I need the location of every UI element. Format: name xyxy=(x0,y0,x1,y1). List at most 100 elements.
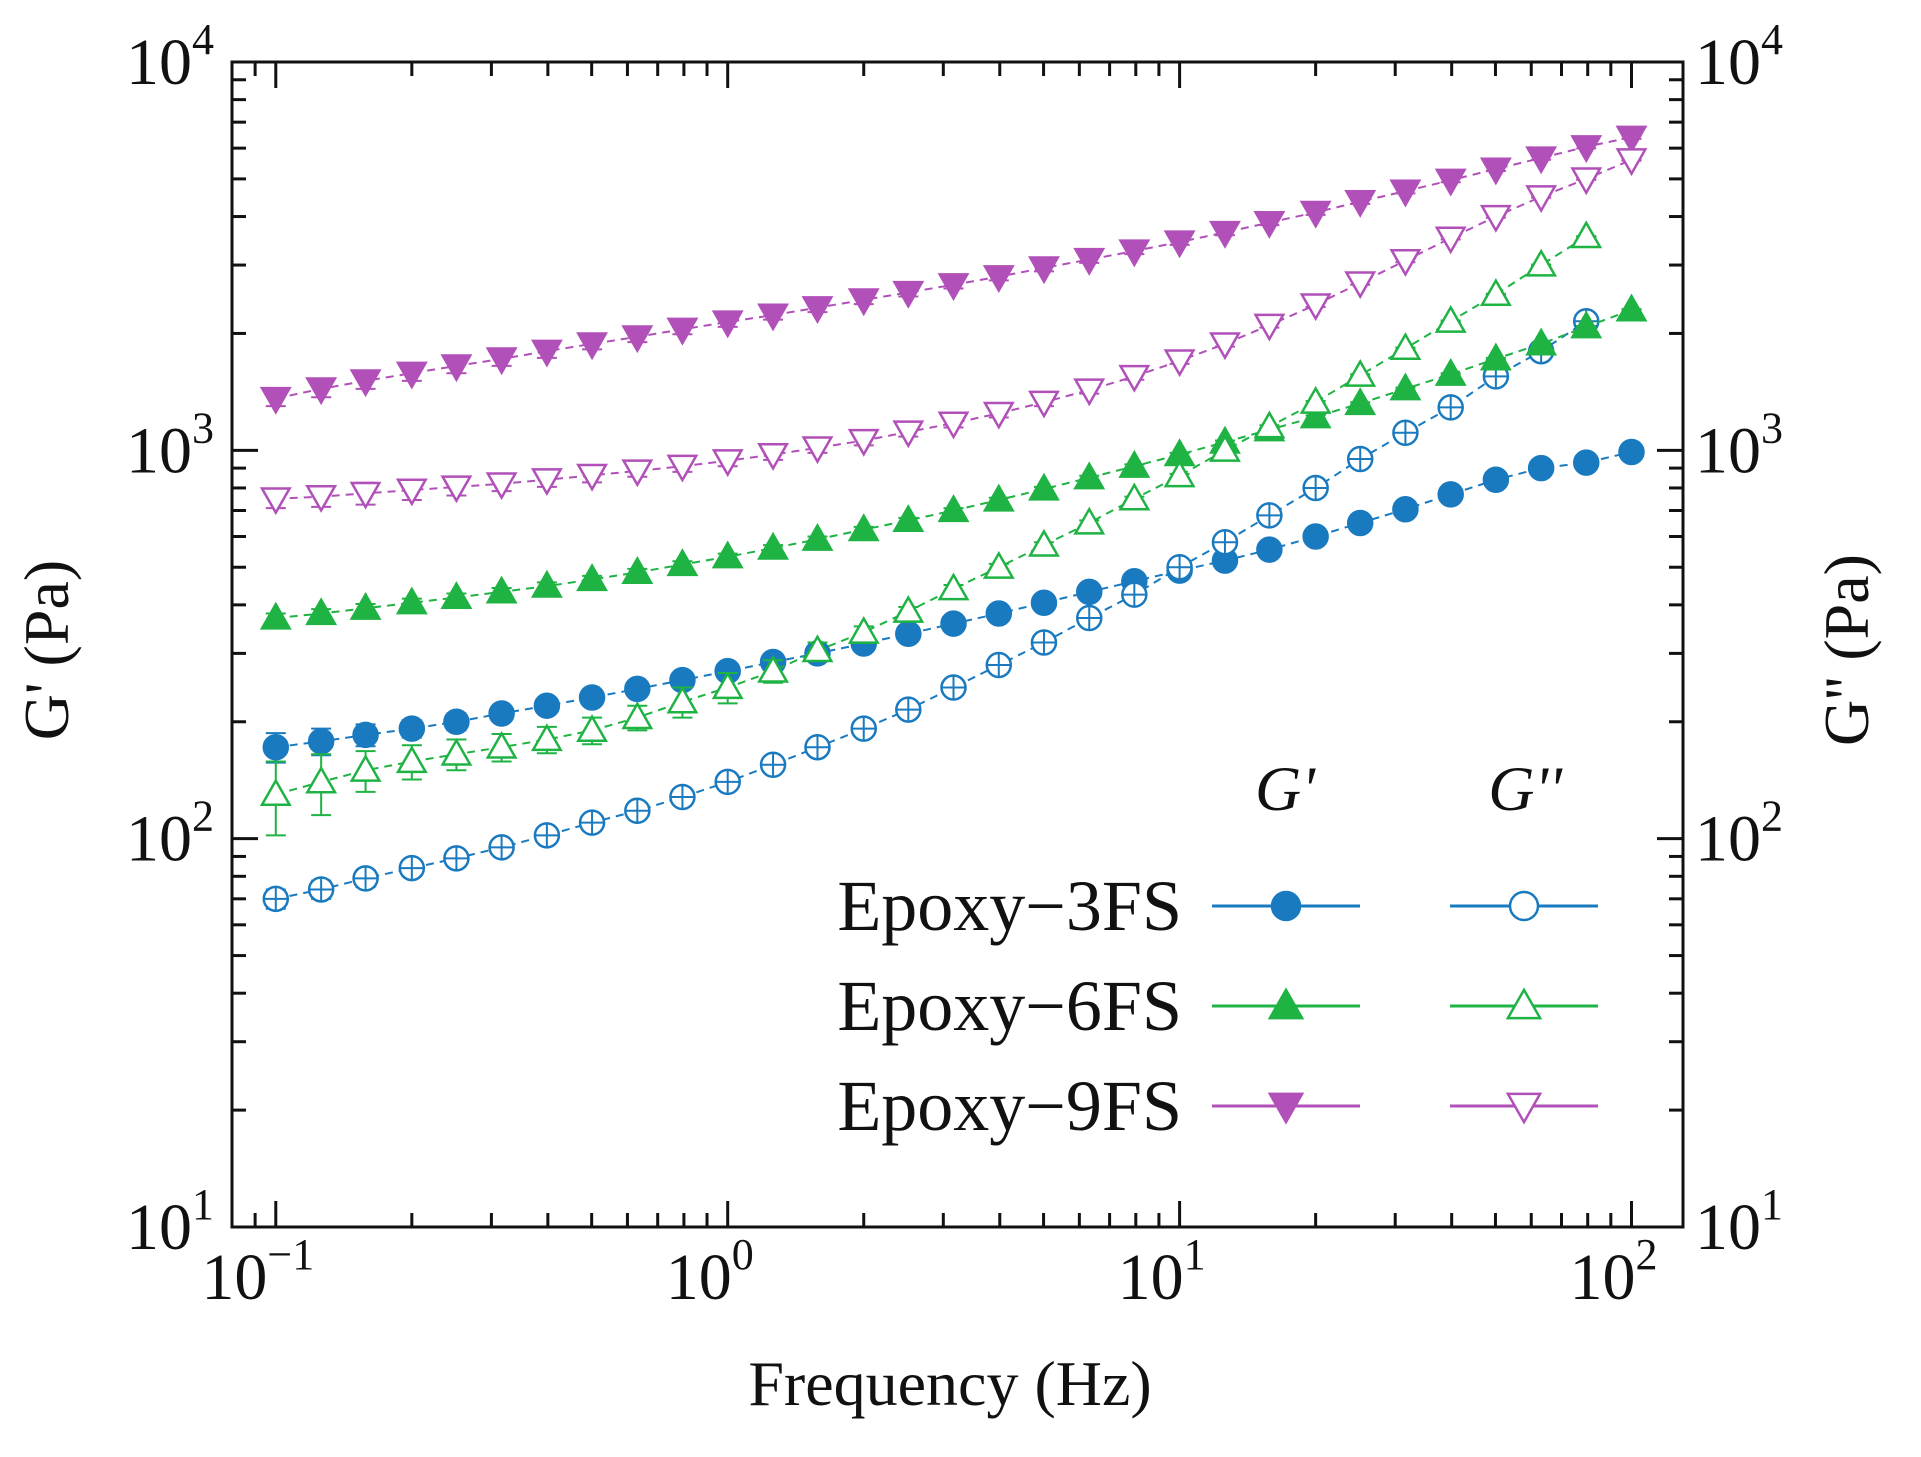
data-point xyxy=(985,600,1013,627)
data-point xyxy=(488,700,515,727)
legend-marker-loss xyxy=(1508,890,1540,922)
legend-marker-storage xyxy=(1270,890,1302,922)
data-point xyxy=(1118,239,1151,268)
data-point xyxy=(666,317,699,346)
data-point xyxy=(352,721,379,749)
data-point xyxy=(305,485,338,513)
data-point xyxy=(1434,168,1467,197)
data-point xyxy=(1434,304,1467,333)
series-line xyxy=(275,235,1587,796)
data-point xyxy=(440,581,473,610)
series-line xyxy=(275,136,1632,400)
data-point xyxy=(1392,496,1419,523)
legend: G' G'' Epoxy−3FS Epoxy−6FS Epoxy−9FS xyxy=(837,753,1598,1146)
data-point xyxy=(892,594,925,623)
data-point xyxy=(533,692,561,719)
data-point xyxy=(259,487,292,516)
legend-marker-loss xyxy=(1505,987,1543,1020)
data-point xyxy=(1209,220,1241,249)
y-tick-label-left: 102 xyxy=(126,792,214,876)
plot-area xyxy=(230,60,1685,1229)
series-layer xyxy=(259,125,1648,913)
data-point xyxy=(1434,357,1467,386)
data-point xyxy=(530,569,563,598)
data-point xyxy=(1073,506,1106,535)
data-point xyxy=(1570,135,1603,164)
data-point xyxy=(440,354,473,383)
data-point xyxy=(1118,364,1151,393)
data-point xyxy=(1525,327,1558,356)
data-point xyxy=(576,332,609,361)
data-point xyxy=(937,411,970,440)
legend-marker-storage xyxy=(1267,1092,1305,1125)
data-point xyxy=(1209,332,1241,361)
data-point xyxy=(395,745,428,774)
data-point xyxy=(1028,472,1060,501)
data-point xyxy=(666,454,699,483)
y-axis-title-left: G' (Pa) xyxy=(11,560,82,740)
data-point xyxy=(1527,454,1555,482)
data-point xyxy=(1570,220,1603,249)
legend-marker-loss xyxy=(1505,1092,1543,1125)
data-point xyxy=(1344,359,1377,387)
data-point xyxy=(1479,204,1512,233)
data-point xyxy=(578,684,606,711)
data-point xyxy=(1570,310,1603,339)
data-point xyxy=(530,468,563,497)
data-point xyxy=(982,550,1015,579)
data-point xyxy=(1073,461,1106,490)
data-point xyxy=(262,733,290,761)
data-point xyxy=(530,339,563,368)
y-tick-label-left: 101 xyxy=(126,1180,214,1264)
data-point xyxy=(711,671,744,700)
series-line xyxy=(275,320,1587,900)
series-epoxy-6fs-storage xyxy=(259,293,1648,630)
data-point xyxy=(395,361,428,390)
data-point xyxy=(666,685,699,714)
data-point xyxy=(1256,536,1283,563)
data-point xyxy=(576,463,609,492)
data-point xyxy=(1482,466,1510,493)
data-point xyxy=(440,737,473,766)
data-point xyxy=(1389,372,1422,401)
series-epoxy-6fs-loss xyxy=(259,220,1603,837)
data-point xyxy=(1299,293,1332,322)
series-line xyxy=(275,158,1632,500)
data-point xyxy=(485,730,518,759)
y-tick-label-left: 103 xyxy=(126,403,214,487)
data-point xyxy=(1073,378,1106,407)
data-point xyxy=(398,715,426,742)
data-point xyxy=(892,280,925,309)
data-point xyxy=(576,714,609,743)
data-point xyxy=(395,586,428,615)
data-point xyxy=(1163,230,1196,259)
series-epoxy-9fs-storage xyxy=(259,125,1648,415)
legend-label: Epoxy−6FS xyxy=(837,966,1182,1046)
series-epoxy-9fs-loss xyxy=(259,148,1648,516)
y-axis-ticks: 101 101 102 102 103 103 104 104 xyxy=(126,15,1783,1264)
x-tick-label: 101 xyxy=(1118,1230,1206,1314)
data-point xyxy=(1028,528,1060,557)
legend-header-storage: G' xyxy=(1255,753,1316,824)
data-point xyxy=(757,443,790,471)
data-point xyxy=(259,778,292,807)
data-point xyxy=(1075,578,1103,606)
data-point xyxy=(711,310,744,339)
data-point xyxy=(892,504,925,533)
data-point xyxy=(847,288,880,317)
data-point xyxy=(1028,390,1060,419)
data-point xyxy=(305,377,338,406)
data-point xyxy=(1073,247,1106,276)
data-point xyxy=(349,753,382,782)
data-point xyxy=(847,615,880,644)
data-point xyxy=(1389,249,1422,277)
data-point xyxy=(1615,148,1648,177)
x-tick-label: 102 xyxy=(1570,1230,1658,1314)
data-point xyxy=(937,494,970,523)
data-point xyxy=(1615,125,1648,154)
data-point xyxy=(1525,185,1558,213)
data-point xyxy=(621,325,654,354)
data-point xyxy=(982,483,1015,512)
y-tick-label-right: 102 xyxy=(1695,792,1783,876)
